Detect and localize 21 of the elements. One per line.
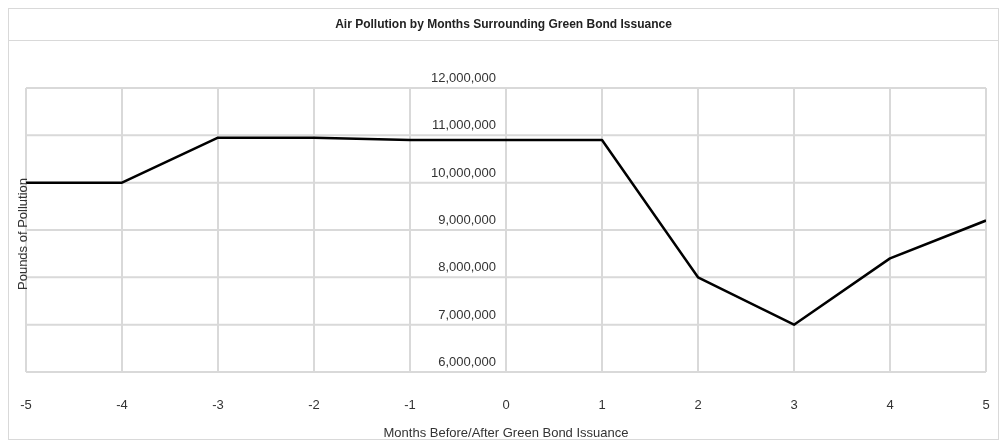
x-axis-title: Months Before/After Green Bond Issuance [383, 425, 629, 440]
x-tick-label: 0 [502, 397, 510, 413]
y-tick-label: 10,000,000 [430, 164, 496, 180]
y-tick-label: 12,000,000 [430, 70, 496, 85]
x-tick-label: -3 [212, 397, 224, 413]
x-tick-label: 3 [790, 397, 798, 413]
y-axis-title: Pounds of Pollution [14, 177, 30, 290]
y-tick-label: 6,000,000 [438, 354, 496, 369]
y-tick-label: 8,000,000 [438, 259, 496, 275]
x-tick-label: -2 [308, 397, 320, 413]
y-tick-label: 7,000,000 [438, 306, 496, 322]
y-tick-label: 11,000,000 [431, 117, 496, 133]
x-tick-label: -5 [20, 397, 32, 413]
x-tick-label: 1 [598, 397, 606, 413]
chart-title: Air Pollution by Months Surrounding Green Bond Issuance [9, 9, 998, 41]
y-tick-label: 9,000,000 [438, 212, 496, 227]
x-tick-label: 5 [982, 397, 990, 413]
x-tick-label: 4 [886, 397, 894, 413]
x-tick-label: -1 [404, 397, 416, 413]
x-tick-label: 2 [694, 397, 702, 413]
x-tick-label: -4 [116, 397, 128, 413]
